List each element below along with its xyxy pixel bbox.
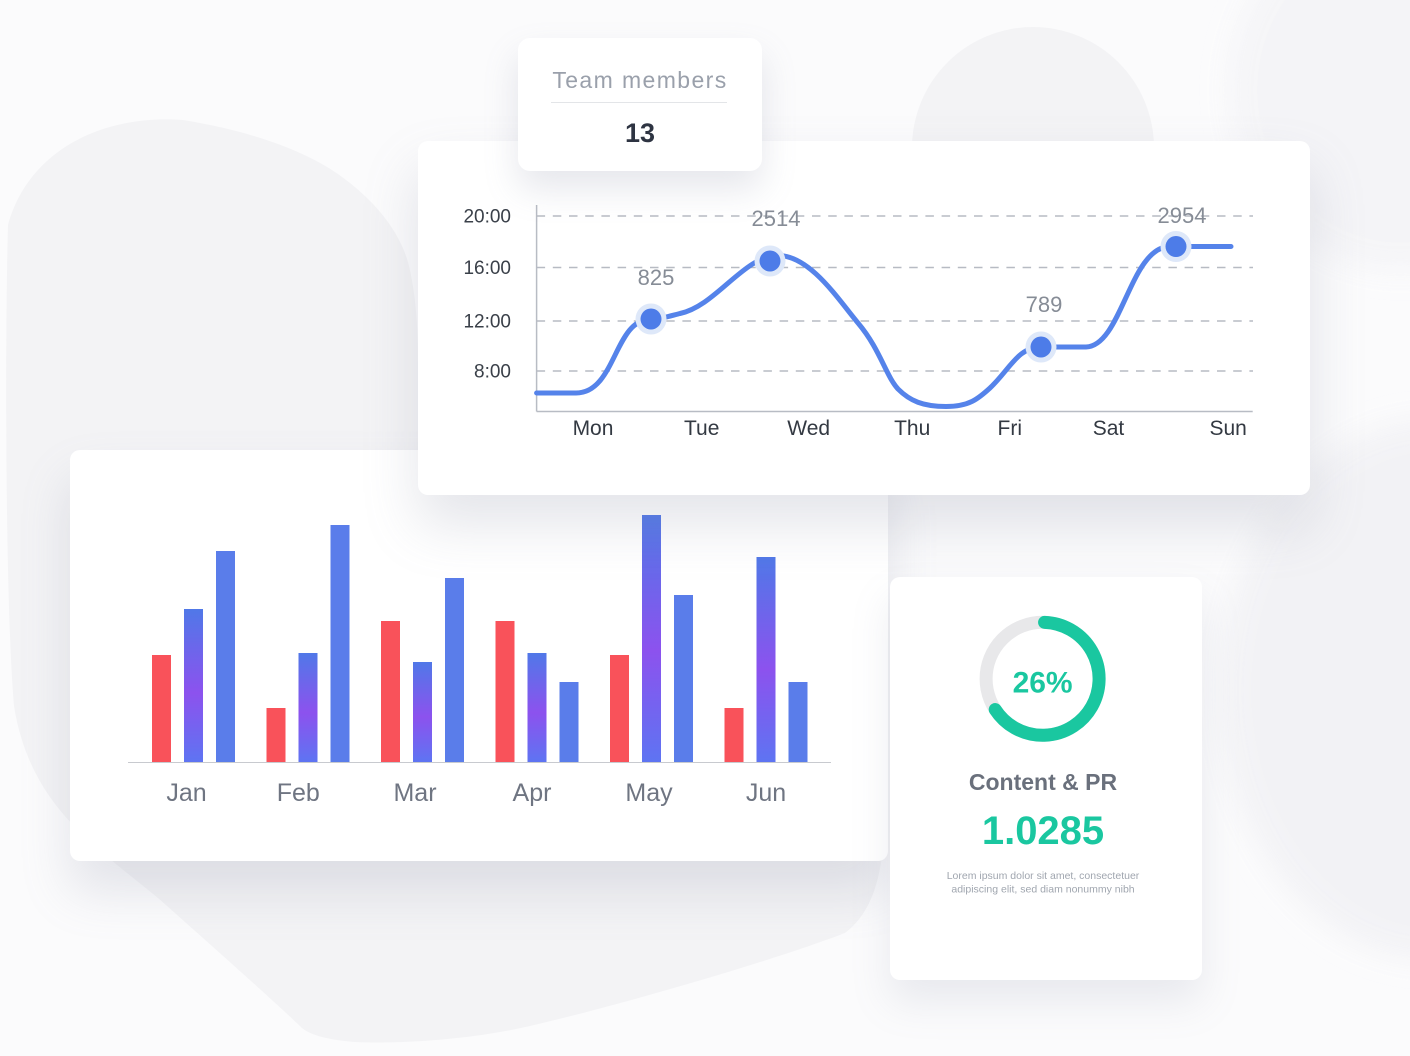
svg-text:Sat: Sat — [1093, 417, 1125, 440]
svg-text:Feb: Feb — [277, 779, 320, 807]
svg-text:Apr: Apr — [513, 779, 552, 807]
svg-text:12:00: 12:00 — [463, 312, 511, 333]
svg-text:825: 825 — [638, 265, 675, 290]
svg-text:26%: 26% — [1013, 666, 1073, 699]
svg-text:1.0285: 1.0285 — [982, 809, 1104, 853]
svg-text:16:00: 16:00 — [463, 258, 511, 279]
svg-text:Jun: Jun — [746, 779, 786, 807]
svg-text:Mon: Mon — [573, 417, 614, 440]
svg-text:Jan: Jan — [166, 779, 206, 807]
svg-text:2514: 2514 — [752, 206, 801, 231]
svg-text:Fri: Fri — [998, 417, 1023, 440]
svg-text:Content & PR: Content & PR — [969, 769, 1118, 795]
svg-text:8:00: 8:00 — [474, 362, 511, 383]
svg-text:Tue: Tue — [684, 417, 719, 440]
svg-text:Thu: Thu — [894, 417, 930, 440]
svg-text:Mar: Mar — [393, 779, 436, 807]
svg-text:789: 789 — [1026, 292, 1063, 317]
svg-text:Wed: Wed — [787, 417, 830, 440]
svg-text:Lorem ipsum dolor sit amet, co: Lorem ipsum dolor sit amet, consectetuer — [947, 870, 1140, 882]
svg-text:2954: 2954 — [1158, 203, 1207, 228]
svg-text:20:00: 20:00 — [463, 207, 511, 228]
svg-text:adipiscing elit, sed diam nonu: adipiscing elit, sed diam nonummy nibh — [951, 883, 1134, 895]
svg-text:Sun: Sun — [1210, 417, 1247, 440]
svg-text:May: May — [625, 779, 673, 807]
